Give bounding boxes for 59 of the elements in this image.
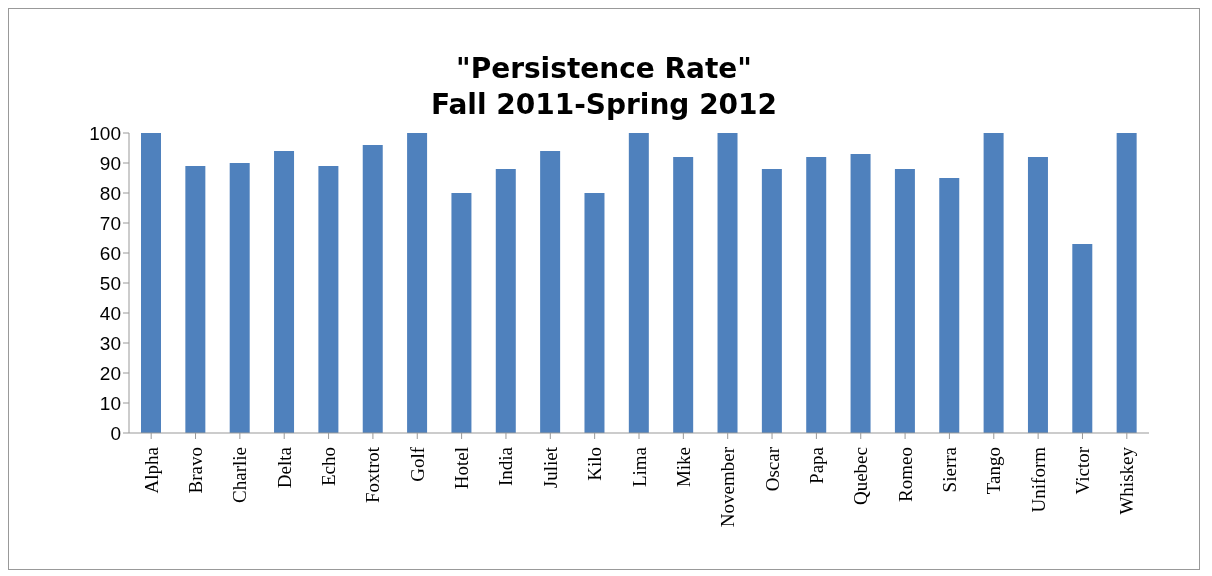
- x-tick-label: Tango: [983, 447, 1005, 495]
- bar: [1027, 157, 1048, 433]
- y-tick-label: 0: [110, 422, 121, 444]
- x-tick-label: Alpha: [140, 446, 162, 494]
- bar: [318, 166, 339, 433]
- x-tick-label: Lima: [628, 446, 650, 488]
- x-tick-label: Uniform: [1027, 446, 1049, 513]
- chart-title: "Persistence Rate": [455, 51, 753, 87]
- x-tick-label: Oscar: [761, 446, 783, 492]
- x-tick-label: Kilo: [584, 447, 606, 481]
- y-tick-label: 10: [99, 392, 121, 414]
- y-tick-label: 80: [99, 182, 121, 204]
- x-tick-label: India: [495, 446, 517, 487]
- x-tick-label: Papa: [805, 446, 827, 484]
- x-tick-label: Foxtrot: [362, 446, 384, 503]
- x-tick-label: Delta: [273, 446, 295, 489]
- x-tick-label: Charlie: [229, 447, 251, 503]
- y-tick-label: 60: [99, 242, 121, 264]
- bar: [274, 151, 295, 433]
- bar: [850, 154, 871, 433]
- bar: [185, 166, 206, 433]
- bar: [983, 133, 1004, 433]
- x-tick-label: Whiskey: [1116, 446, 1138, 515]
- x-tick-label: Bravo: [185, 447, 207, 494]
- x-tick-label: Mike: [672, 447, 694, 488]
- bar: [717, 133, 738, 433]
- bar: [451, 193, 472, 433]
- x-tick-label: Romeo: [894, 447, 916, 502]
- bar: [540, 151, 561, 433]
- y-tick-label: 70: [99, 212, 121, 234]
- x-tick-label: Sierra: [938, 446, 960, 493]
- bar: [495, 169, 516, 433]
- bar: [407, 133, 428, 433]
- x-tick-label: Golf: [406, 446, 428, 482]
- bar: [939, 178, 960, 433]
- bar: [362, 145, 383, 433]
- x-tick-label: Juliet: [539, 446, 561, 489]
- x-tick-label: Quebec: [850, 447, 872, 506]
- y-tick-label: 30: [99, 332, 121, 354]
- bar: [584, 193, 605, 433]
- x-tick-label: Hotel: [451, 447, 473, 490]
- bar: [628, 133, 649, 433]
- y-tick-label: 100: [89, 122, 121, 144]
- bar: [141, 133, 161, 433]
- bar: [894, 169, 915, 433]
- bar: [673, 157, 694, 433]
- y-tick-label: 90: [99, 152, 121, 174]
- x-tick-label: November: [717, 446, 739, 528]
- x-tick-label: Victor: [1071, 446, 1093, 495]
- y-tick-label: 20: [99, 362, 121, 384]
- bar: [761, 169, 782, 433]
- x-tick-label: Echo: [318, 447, 340, 487]
- bar: [229, 163, 250, 433]
- y-tick-label: 40: [99, 302, 121, 324]
- y-tick-label: 50: [99, 272, 121, 294]
- bar: [806, 157, 827, 433]
- bar: [1116, 133, 1137, 433]
- bar: [1072, 244, 1093, 433]
- chart-subtitle: Fall 2011-Spring 2012: [429, 87, 779, 123]
